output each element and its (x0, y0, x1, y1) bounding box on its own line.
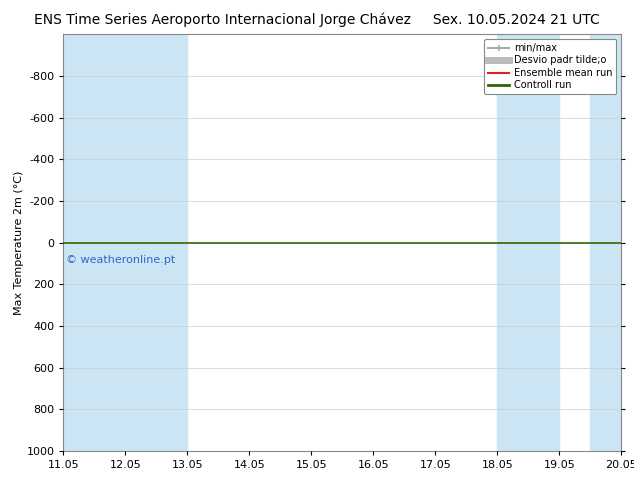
Legend: min/max, Desvio padr tilde;o, Ensemble mean run, Controll run: min/max, Desvio padr tilde;o, Ensemble m… (484, 39, 616, 94)
Bar (126, 34, 157, 451)
Bar (63, 34, 94, 451)
Bar (94, 34, 126, 451)
Bar (497, 34, 528, 451)
Bar (157, 34, 188, 451)
Y-axis label: Max Temperature 2m (°C): Max Temperature 2m (°C) (13, 171, 23, 315)
Text: ENS Time Series Aeroporto Internacional Jorge Chávez     Sex. 10.05.2024 21 UTC: ENS Time Series Aeroporto Internacional … (34, 12, 600, 27)
Bar (528, 34, 559, 451)
Text: © weatheronline.pt: © weatheronline.pt (67, 255, 176, 265)
Bar (590, 34, 621, 451)
